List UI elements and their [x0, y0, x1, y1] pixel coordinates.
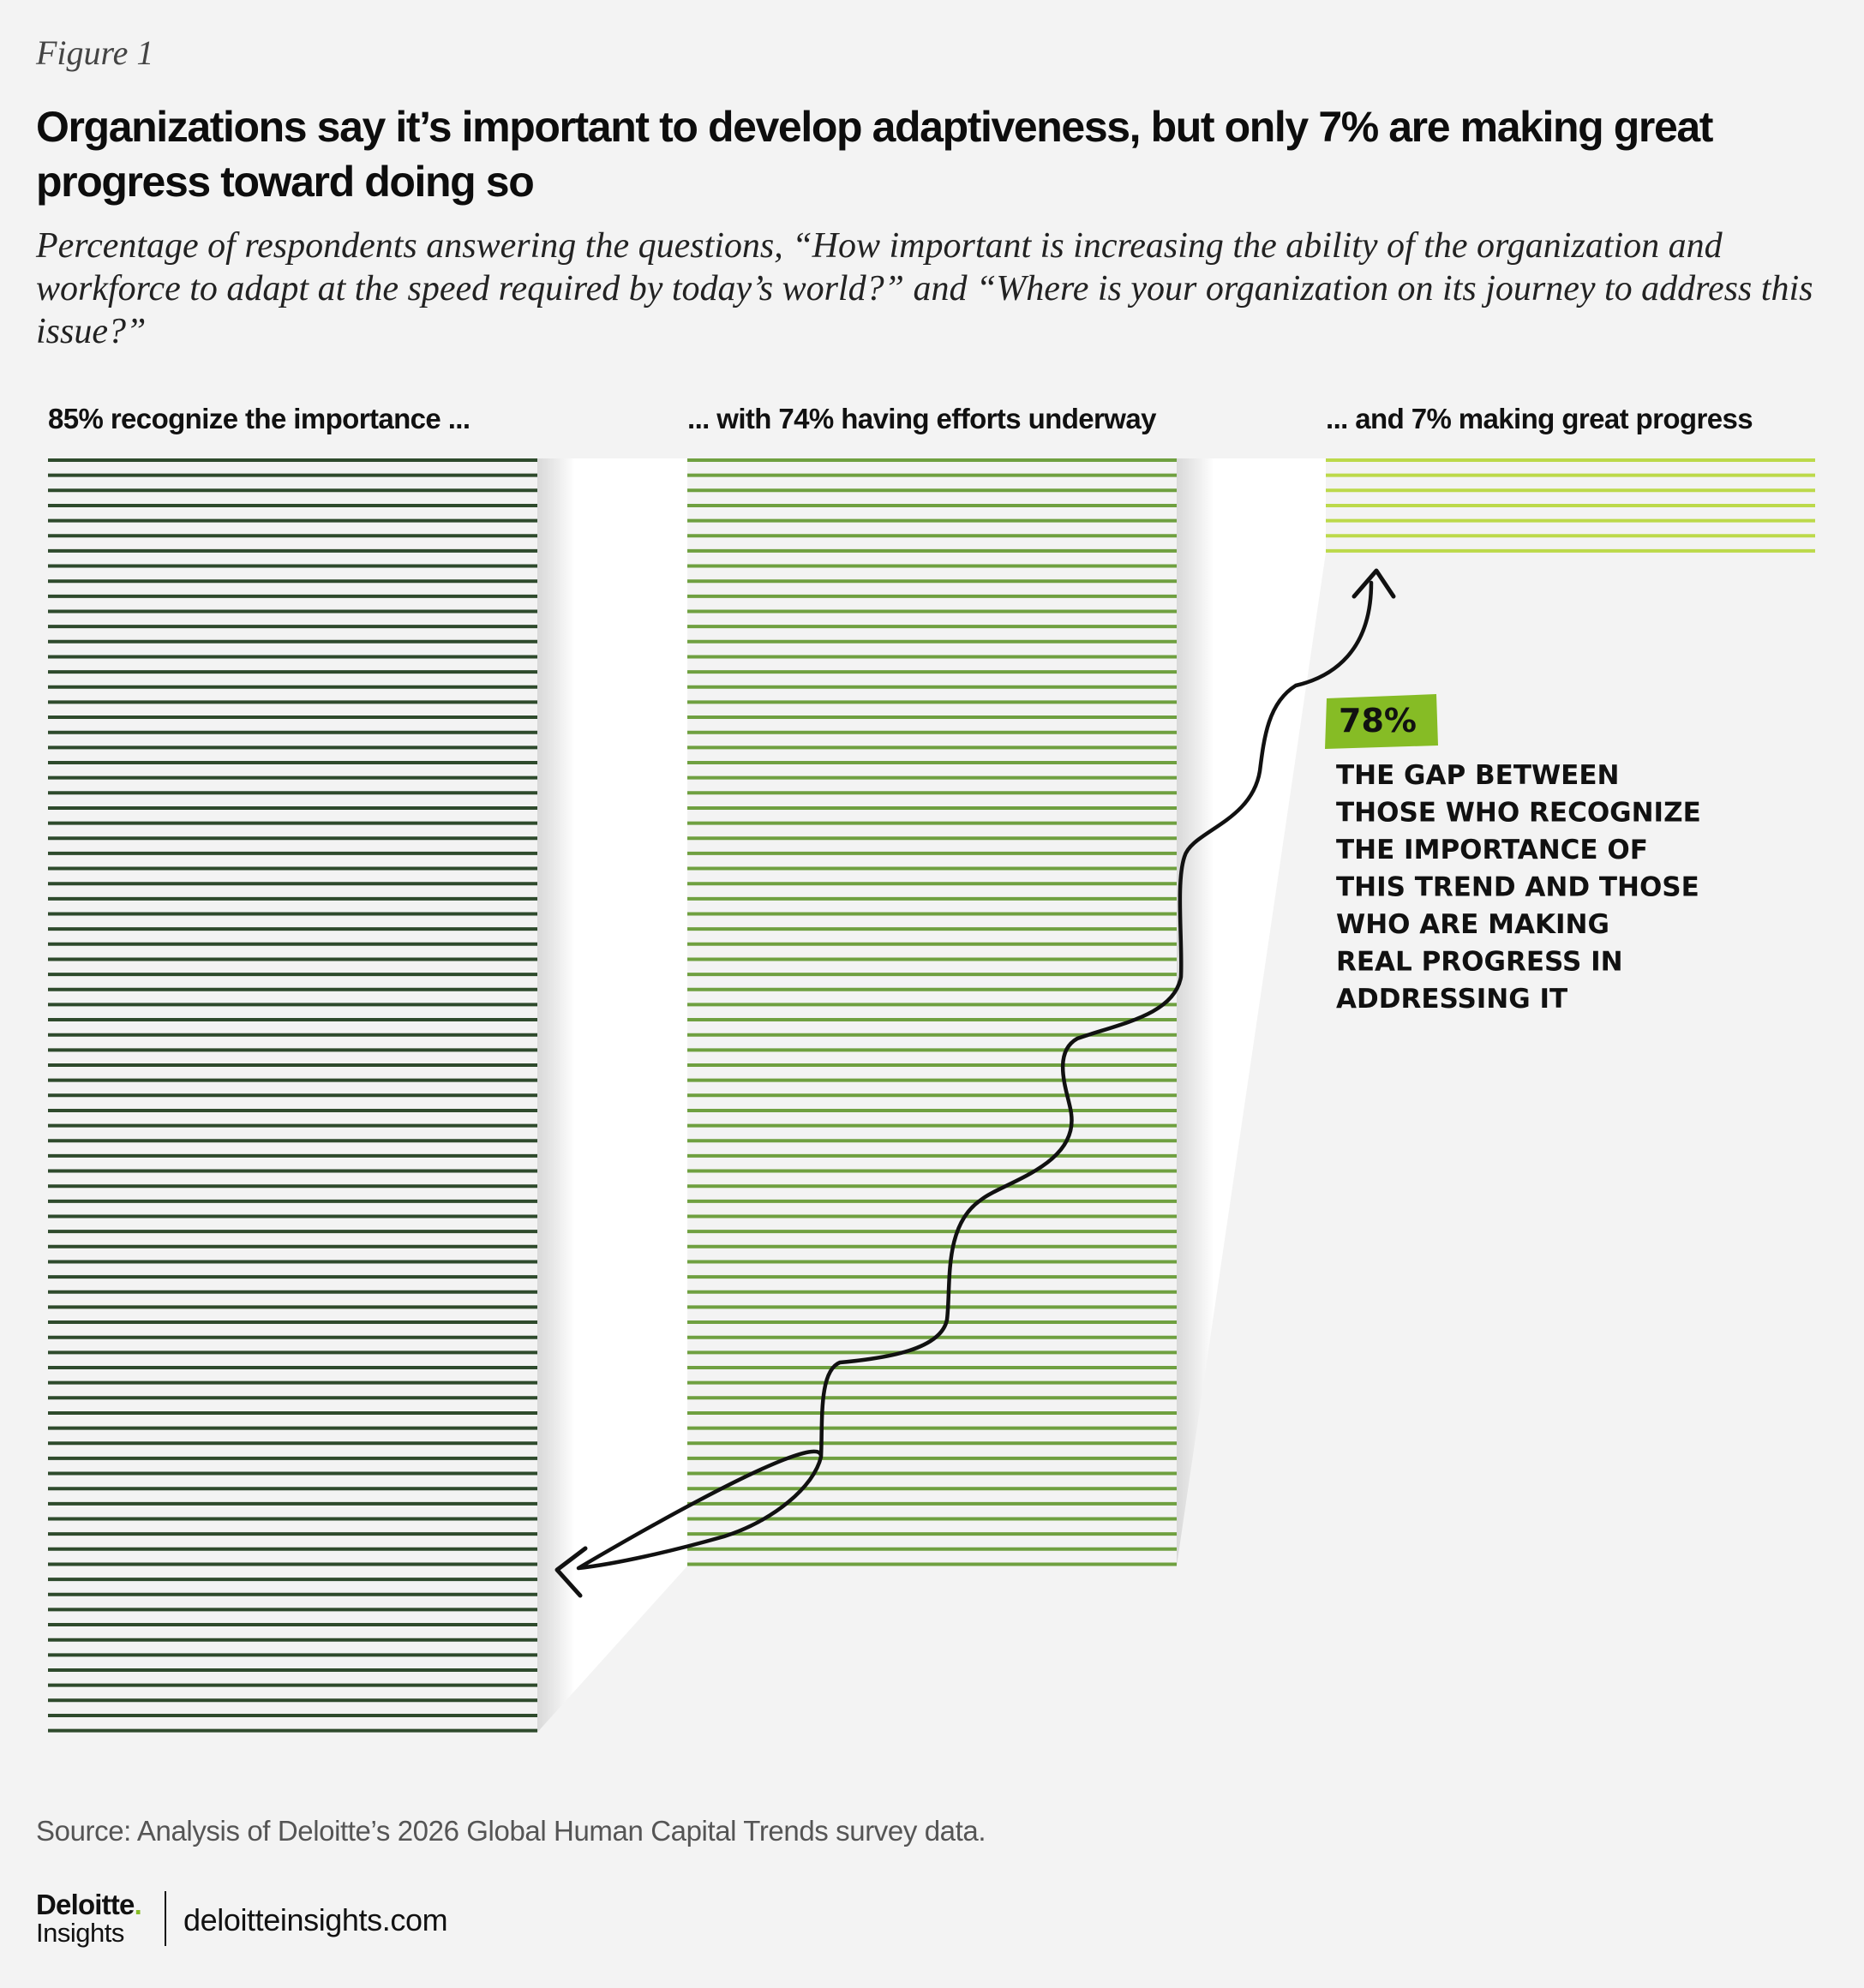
gap-annotation-line: THE IMPORTANCE OF [1336, 835, 1648, 865]
chart-title: Organizations say it’s important to deve… [36, 103, 1713, 206]
gap-annotation-line: THIS TREND AND THOSE [1336, 872, 1699, 903]
arrowhead-top [1352, 568, 1396, 599]
gap-annotation-line: THE GAP BETWEEN [1336, 760, 1619, 791]
gap-annotation-line: ADDRESSING IT [1336, 984, 1567, 1015]
bars [48, 458, 1815, 1733]
bar-1 [687, 458, 1177, 1566]
gap-badge-text: 78% [1339, 702, 1417, 740]
figure-label: Figure 1 [36, 33, 154, 72]
connector-shade-1 [1177, 458, 1326, 1566]
gap-annotation: THE GAP BETWEEN THOSE WHO RECOGNIZE THE IM… [1336, 760, 1701, 1015]
column-label-underway: ... with 74% having efforts underway [687, 403, 1156, 434]
badge-shape [1325, 694, 1438, 749]
deloitte-logo: Deloitte. [36, 1889, 142, 1920]
gap-annotation-line: THOSE WHO RECOGNIZE [1336, 798, 1701, 829]
insights-logo-text: Insights [36, 1918, 124, 1948]
connector-shading [537, 458, 1326, 1733]
gap-arrow [576, 580, 1374, 1571]
bar-2 [1326, 458, 1815, 553]
logo-divider [165, 1891, 166, 1946]
gap-annotation-line: REAL PROGRESS IN [1336, 947, 1623, 978]
site-link[interactable]: deloitteinsights.com [183, 1902, 448, 1937]
column-label-great-progress: ... and 7% making great progress [1326, 403, 1753, 434]
bar-0 [48, 458, 537, 1733]
connector-shade-0 [537, 458, 687, 1733]
column-label-recognize: 85% recognize the importance ... [48, 403, 470, 434]
arrowhead-bottom [554, 1546, 588, 1598]
source-note: Source: Analysis of Deloitte’s 2026 Glob… [36, 1815, 986, 1847]
gap-annotation-line: WHO ARE MAKING [1336, 909, 1609, 940]
chart-subtitle: Percentage of respondents answering the … [36, 226, 1813, 351]
